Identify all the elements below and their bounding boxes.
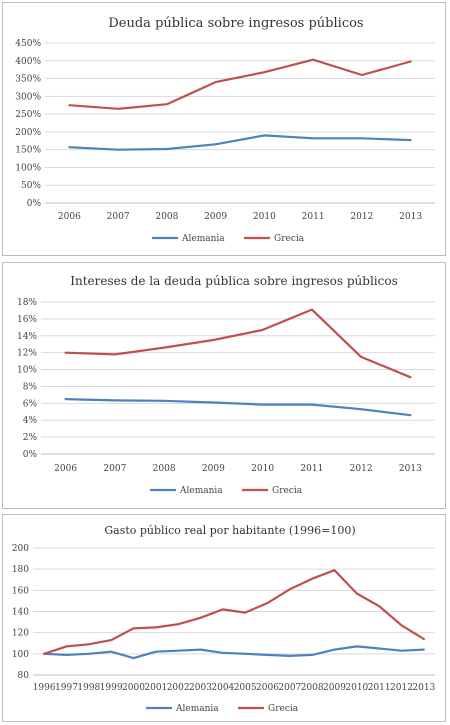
y-tick-label: 14% [17, 332, 37, 342]
y-tick-label: 140 [12, 608, 29, 618]
chart-title: Gasto público real por habitante (1996=1… [104, 524, 355, 537]
x-tick-label: 2011 [300, 464, 323, 474]
chart-title: Deuda pública sobre ingresos públicos [108, 16, 363, 31]
y-tick-label: 200 [12, 544, 29, 554]
x-tick-label: 2010 [251, 464, 274, 474]
y-tick-label: 4% [23, 416, 38, 426]
y-tick-label: 18% [17, 298, 37, 308]
x-tick-label: 2005 [234, 683, 257, 693]
y-tick-label: 250% [15, 110, 41, 120]
y-tick-label: 400% [15, 57, 41, 67]
legend-label-alemania: Alemania [181, 234, 225, 244]
y-tick-label: 100% [15, 163, 41, 173]
y-tick-label: 6% [23, 399, 38, 409]
x-tick-label: 2009 [202, 464, 225, 474]
y-tick-label: 300% [15, 92, 41, 102]
series-line-alemania [64, 398, 412, 417]
series-line-grecia [64, 308, 412, 379]
y-tick-label: 2% [23, 433, 38, 443]
y-tick-label: 350% [15, 75, 41, 85]
x-tick-label: 2006 [256, 683, 279, 693]
x-tick-label: 2010 [345, 683, 368, 693]
y-tick-label: 50% [21, 181, 41, 191]
chart-panel-spending: Gasto público real por habitante (1996=1… [2, 514, 446, 722]
x-tick-label: 1998 [77, 683, 100, 693]
chart-title: Intereses de la deuda pública sobre ingr… [70, 274, 398, 288]
chart-debt-over-revenue: Deuda pública sobre ingresos públicos 0% 5… [15, 16, 435, 244]
x-tick-label: 2007 [103, 464, 126, 474]
y-tick-label: 12% [17, 349, 37, 359]
y-tick-label: 200% [15, 128, 41, 138]
x-tick-label: 2006 [58, 212, 81, 222]
series-line-alemania [43, 645, 425, 660]
y-tick-label: 180 [12, 565, 29, 575]
x-tick-label: 2011 [302, 212, 325, 222]
series-line-grecia [68, 58, 412, 110]
y-tick-label: 100 [12, 650, 29, 660]
x-tick-label: 1997 [55, 683, 78, 693]
y-tick-label: 0% [23, 450, 38, 460]
series-line-grecia [43, 569, 425, 655]
legend-label-alemania: Alemania [179, 486, 223, 496]
x-tick-label: 2008 [155, 212, 178, 222]
x-tick-label: 2006 [54, 464, 77, 474]
legend-label-grecia: Grecia [268, 704, 299, 714]
x-tick-label: 2009 [204, 212, 227, 222]
x-tick-label: 2000 [122, 683, 145, 693]
x-tick-label: 2002 [167, 683, 190, 693]
y-tick-label: 8% [23, 382, 38, 392]
x-tick-label: 2008 [153, 464, 176, 474]
x-tick-label: 2003 [189, 683, 212, 693]
x-tick-label: 2008 [301, 683, 324, 693]
chart-real-spending-per-capita: Gasto público real por habitante (1996=1… [12, 524, 436, 714]
x-tick-label: 2013 [412, 683, 435, 693]
chart-panel-debt: Deuda pública sobre ingresos públicos 0% 5… [2, 2, 446, 256]
y-tick-label: 150% [15, 146, 41, 156]
y-tick-label: 120 [12, 629, 29, 639]
y-tick-label: 10% [17, 366, 37, 376]
x-tick-label: 1999 [100, 683, 123, 693]
x-tick-label: 2007 [107, 212, 130, 222]
y-tick-label: 80 [18, 671, 30, 681]
x-tick-label: 2010 [253, 212, 276, 222]
x-tick-label: 2009 [323, 683, 346, 693]
x-tick-label: 2012 [350, 464, 373, 474]
chart-interest-over-revenue: Intereses de la deuda pública sobre ingr… [17, 274, 435, 496]
y-tick-label: 450% [15, 39, 41, 49]
x-tick-label: 2007 [278, 683, 301, 693]
legend-label-alemania: Alemania [175, 704, 219, 714]
series-line-alemania [68, 134, 412, 151]
x-tick-label: 2004 [211, 683, 234, 693]
x-tick-label: 2012 [350, 212, 373, 222]
legend-label-grecia: Grecia [272, 486, 303, 496]
x-tick-label: 1996 [33, 683, 56, 693]
x-tick-label: 2013 [399, 464, 422, 474]
y-tick-label: 16% [17, 315, 37, 325]
y-tick-label: 160 [12, 586, 29, 596]
x-tick-label: 2001 [144, 683, 167, 693]
chart-panel-interest: Intereses de la deuda pública sobre ingr… [2, 262, 446, 509]
x-tick-label: 2012 [390, 683, 413, 693]
x-tick-label: 2011 [368, 683, 391, 693]
y-tick-label: 0% [27, 199, 42, 209]
x-tick-label: 2013 [399, 212, 422, 222]
legend-label-grecia: Grecia [274, 234, 305, 244]
